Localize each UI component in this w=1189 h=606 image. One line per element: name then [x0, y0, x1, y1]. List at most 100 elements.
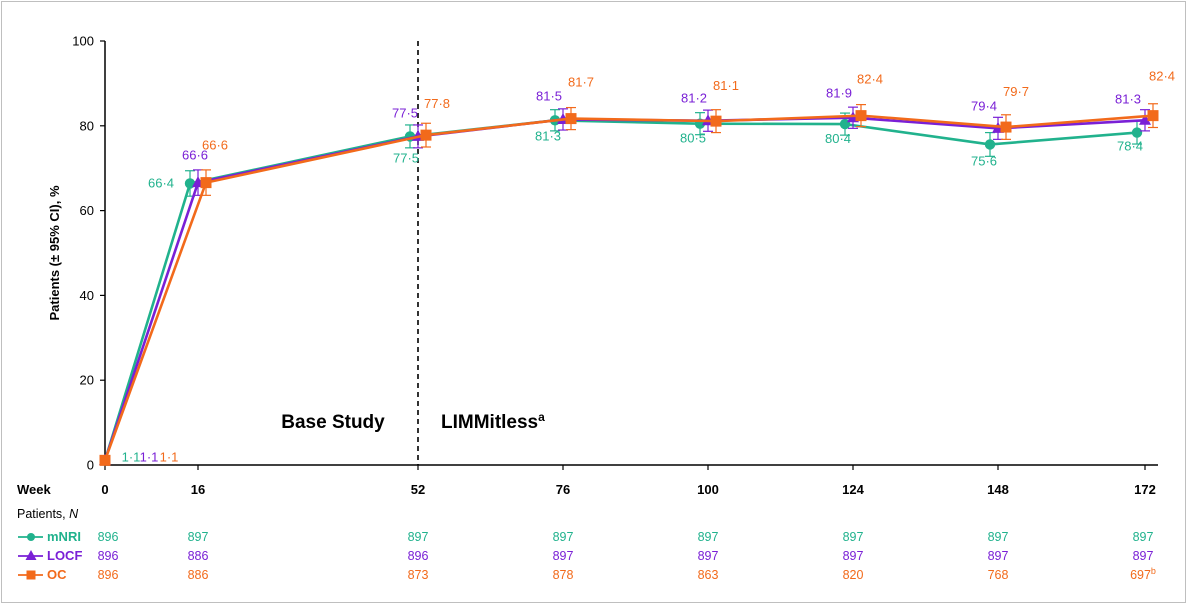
y-tick-label: 20 [80, 373, 94, 388]
x-tick-label: 172 [1134, 482, 1156, 497]
patients-row-oc: OC 896 886 873 878 863 820 768 697b [18, 566, 1156, 582]
patients-count: 897 [988, 530, 1009, 544]
x-tick-label: 124 [842, 482, 864, 497]
data-point-mnri [984, 139, 996, 150]
patients-count: 897 [698, 530, 719, 544]
legend-marker-mnri [27, 533, 35, 541]
patients-count: 897 [1133, 549, 1154, 563]
data-label-locf: 79·4 [971, 98, 997, 113]
patients-count: 897 [188, 530, 209, 544]
patients-count: 897 [553, 549, 574, 563]
data-point-oc [1147, 110, 1159, 122]
data-label-oc: 79·7 [1003, 84, 1029, 99]
patients-table-header: Patients, N [17, 507, 79, 521]
patients-count: 897 [843, 530, 864, 544]
data-point-locf [1139, 113, 1151, 125]
patients-count: 886 [188, 549, 209, 563]
patients-count: 896 [98, 549, 119, 563]
data-label-mnri: 80·5 [680, 131, 706, 146]
series-oc [99, 103, 1159, 466]
data-label-oc: 81·7 [568, 75, 594, 90]
data-label-mnri: 66·4 [148, 175, 174, 190]
data-label-oc: 82·4 [1149, 69, 1175, 84]
data-label-mnri: 77·5 [393, 150, 419, 165]
x-tick-label: 52 [411, 482, 425, 497]
region-label-base-study: Base Study [281, 412, 385, 433]
labels-layer: 1·1 66·4 77·5 81·3 80·5 80·4 75·6 78·4 1·1 66·6 77… [122, 69, 1175, 465]
x-tick-label: 16 [191, 482, 205, 497]
series-line-locf [103, 116, 1146, 461]
patients-count: 768 [988, 568, 1009, 582]
patients-count: 896 [408, 549, 429, 563]
axes: 0 20 40 60 80 100 Patients (± 95% CI), % Week 0 1… [17, 34, 1158, 497]
data-label-locf: 81·3 [1115, 91, 1141, 106]
y-tick-label: 100 [72, 34, 94, 49]
region-label-limmitless: LIMMitlessa [441, 410, 545, 433]
patients-count: 897 [698, 549, 719, 563]
data-label-locf: 66·6 [182, 148, 208, 163]
patients-count: 897 [408, 530, 429, 544]
y-tick-label: 60 [80, 203, 94, 218]
patients-count: 863 [698, 568, 719, 582]
patients-row-locf: LOCF 896 886 896 897 897 897 897 897 [18, 548, 1153, 563]
data-point-oc [99, 454, 111, 466]
legend-label-locf: LOCF [47, 548, 82, 563]
data-point-oc [1000, 121, 1012, 133]
patients-count-superscript: b [1151, 566, 1156, 576]
data-label-mnri: 75·6 [971, 153, 997, 168]
data-point-mnri [1131, 127, 1143, 138]
patients-count: 897 [553, 530, 574, 544]
x-tick-label: 148 [987, 482, 1009, 497]
data-label-mnri: 80·4 [825, 131, 851, 146]
x-tick-label: 100 [697, 482, 719, 497]
legend-marker-locf [25, 550, 37, 560]
y-tick-label: 40 [80, 288, 94, 303]
divider-layer: Base Study LIMMitlessa [281, 41, 545, 465]
data-label-mnri: 78·4 [1117, 139, 1143, 154]
data-label-mnri: 81·3 [535, 128, 561, 143]
y-tick-label: 0 [87, 458, 94, 473]
data-label-locf: 1·1 [140, 449, 159, 464]
data-point-oc [420, 129, 432, 141]
series-line-oc [103, 114, 1154, 461]
x-axis-week-label: Week [17, 482, 51, 497]
data-label-oc: 82·4 [857, 72, 883, 87]
legend-label-oc: OC [47, 567, 67, 582]
x-tick-label: 76 [556, 482, 570, 497]
data-point-oc [855, 110, 867, 122]
legend-label-mnri: mNRI [47, 529, 81, 544]
patients-count: 896 [98, 530, 119, 544]
patients-count: 873 [408, 568, 429, 582]
patients-count: 697b [1130, 566, 1156, 582]
data-point-oc [710, 115, 722, 127]
data-label-oc: 81·1 [713, 78, 739, 93]
patients-count: 878 [553, 568, 574, 582]
data-label-locf: 81·9 [826, 86, 852, 101]
data-label-oc: 66·6 [202, 138, 228, 153]
patients-count: 886 [188, 568, 209, 582]
data-point-oc [565, 113, 577, 125]
patients-row-mnri: mNRI 896 897 897 897 897 897 897 897 [18, 529, 1153, 544]
patients-count: 897 [1133, 530, 1154, 544]
data-label-oc: 77·8 [424, 96, 450, 111]
patients-count: 896 [98, 568, 119, 582]
data-point-oc [200, 177, 212, 189]
data-label-locf: 81·2 [681, 91, 707, 106]
patients-count: 897 [843, 549, 864, 563]
data-label-locf: 81·5 [536, 88, 562, 103]
data-label-mnri: 1·1 [122, 449, 141, 464]
patients-count: 820 [843, 568, 864, 582]
patients-table-header-n: N [69, 507, 79, 521]
series-layer [99, 103, 1159, 466]
region-label-superscript: a [538, 410, 545, 424]
x-tick-label: 0 [101, 482, 108, 497]
y-tick-label: 80 [80, 118, 94, 133]
y-axis-title: Patients (± 95% CI), % [47, 185, 62, 320]
patients-count: 897 [988, 549, 1009, 563]
legend-marker-oc [26, 570, 36, 580]
data-label-locf: 77·5 [392, 105, 418, 120]
data-label-oc: 1·1 [160, 449, 179, 464]
